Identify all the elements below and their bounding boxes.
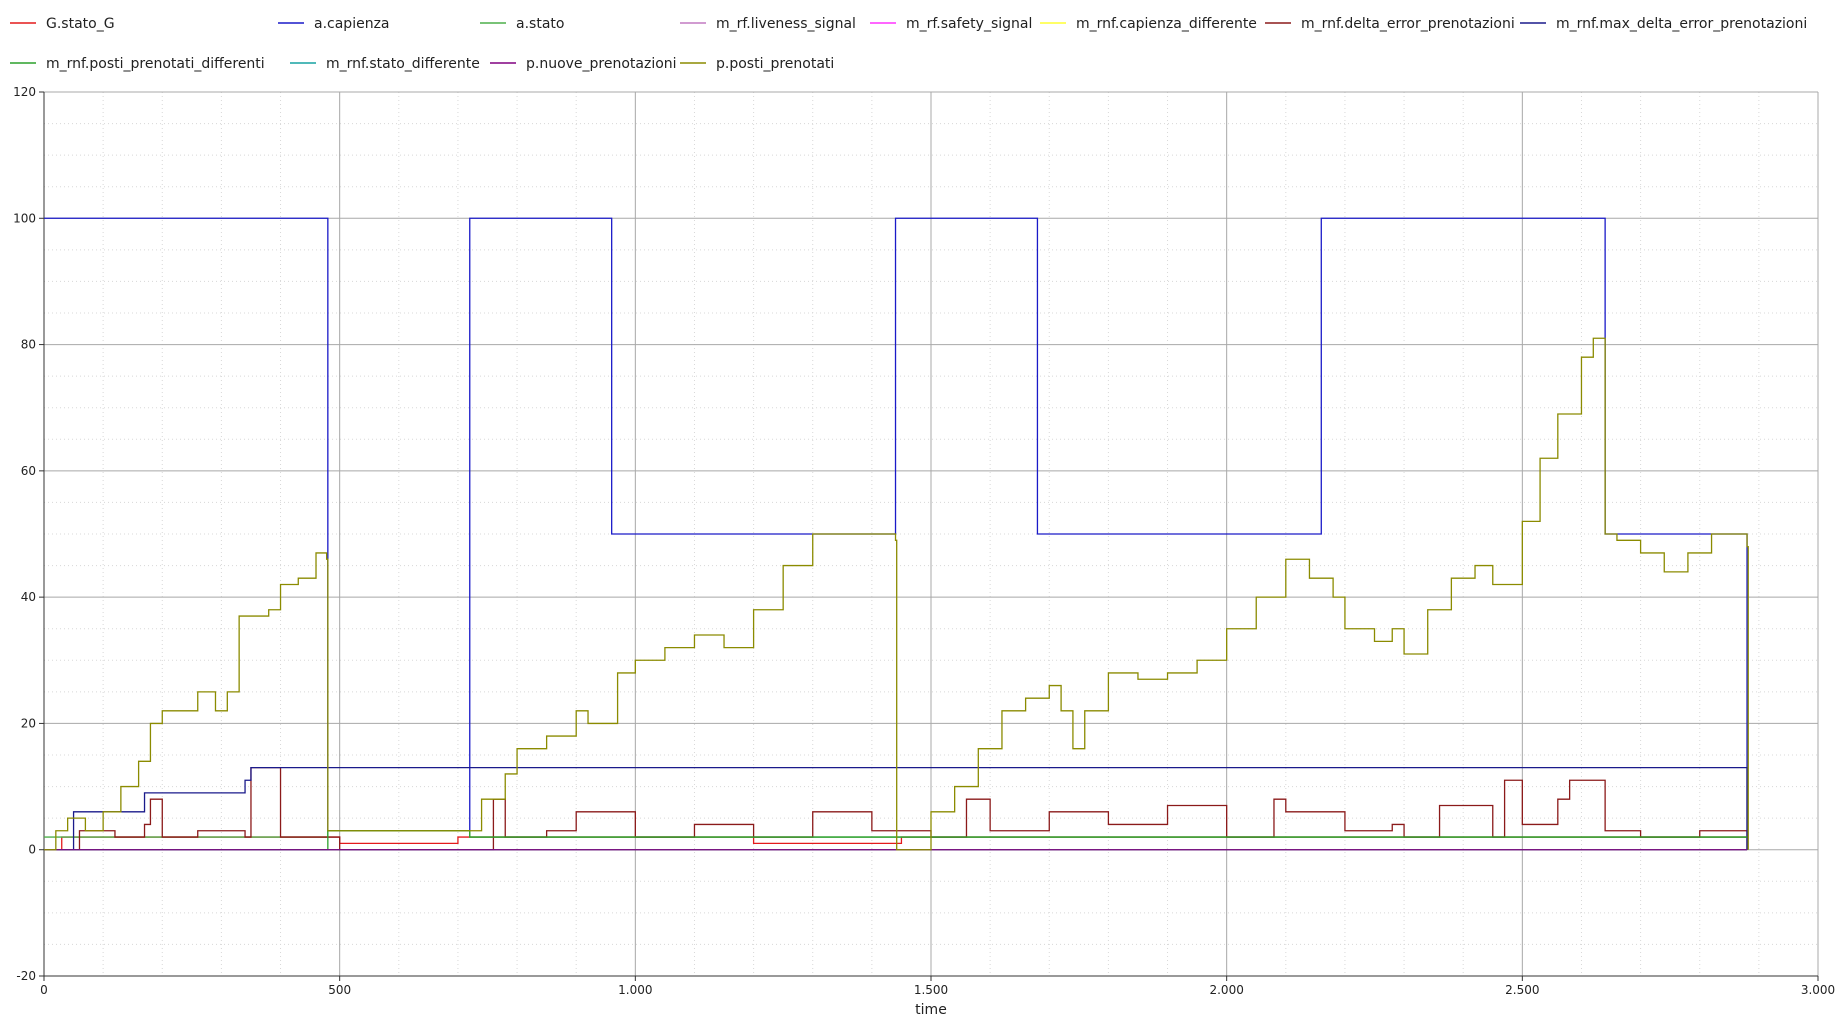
legend-entry: m_rnf.max_delta_error_prenotazioni [1556, 16, 1807, 32]
legend-entry: m_rnf.stato_differente [326, 56, 480, 72]
legend-entry: p.nuove_prenotazioni [526, 56, 677, 72]
x-tick-label: 2.000 [1209, 983, 1243, 997]
y-tick-label: 20 [21, 716, 36, 730]
series-line-7 [44, 766, 1748, 851]
legend-entry: m_rf.liveness_signal [716, 16, 856, 32]
y-tick-label: 0 [28, 843, 36, 857]
y-tick-label: 60 [21, 464, 36, 478]
legend-entry: m_rf.safety_signal [906, 16, 1032, 32]
legend-entry: m_rnf.delta_error_prenotazioni [1301, 16, 1515, 32]
legend-entry: m_rnf.capienza_differente [1076, 16, 1257, 32]
x-tick-label: 2.500 [1505, 983, 1539, 997]
y-tick-label: 40 [21, 590, 36, 604]
series-line-8 [44, 830, 1748, 851]
series-line-0 [44, 836, 1748, 851]
legend-entry: G.stato_G [46, 16, 115, 32]
y-tick-label: 80 [21, 338, 36, 352]
legend: G.stato_G a.capienza a.stato m_rf.liveness_… [10, 16, 1807, 72]
y-tick-label: -20 [16, 969, 36, 983]
x-tick-label: 1.000 [618, 983, 652, 997]
legend-entry: a.capienza [314, 16, 390, 32]
axes: 0 500 1.000 1.500 2.000 2.500 3.000 -20 0 20 40 60 8… [13, 85, 1835, 997]
x-tick-label: 0 [40, 983, 48, 997]
series-layer [44, 217, 1749, 851]
x-tick-label: 500 [328, 983, 351, 997]
legend-entry: m_rnf.posti_prenotati_differenti [46, 56, 265, 72]
x-axis-label: time [915, 1002, 947, 1018]
y-tick-label: 100 [13, 211, 36, 225]
legend-entry: p.posti_prenotati [716, 56, 834, 72]
series-line-2 [44, 830, 1748, 838]
legend-entry: a.stato [516, 16, 564, 32]
y-tick-label: 120 [13, 85, 36, 99]
x-tick-label: 1.500 [914, 983, 948, 997]
x-tick-label: 3.000 [1801, 983, 1835, 997]
series-line-11 [44, 337, 1749, 851]
